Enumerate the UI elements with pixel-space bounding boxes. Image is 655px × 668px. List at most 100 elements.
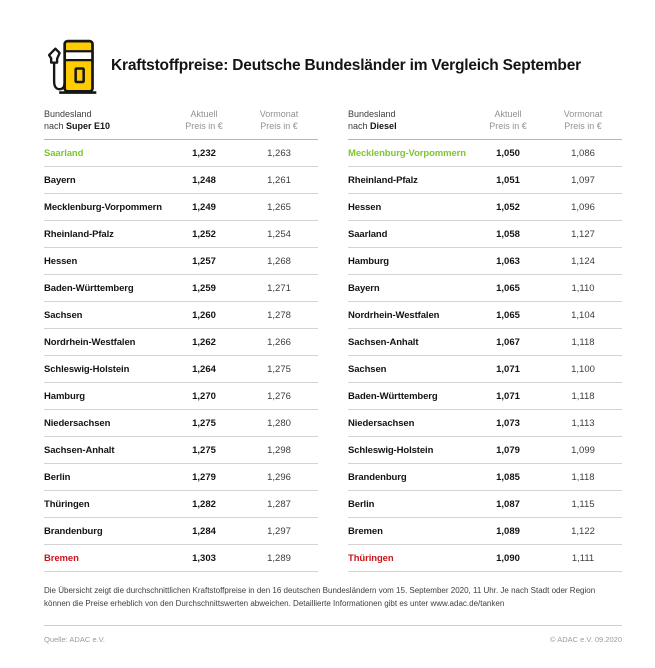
table-diesel: Bundesland nach Diesel Aktuell Preis in … <box>348 108 622 573</box>
state-name: Schleswig-Holstein <box>348 444 434 456</box>
table-row: Nordrhein-Westfalen 1,262 1,266 <box>44 329 318 357</box>
aktuell-price: 1,063 <box>496 255 520 267</box>
state-name: Hamburg <box>348 255 389 267</box>
state-name: Niedersachsen <box>44 417 111 429</box>
state-name: Rheinland-Pfalz <box>348 174 418 186</box>
table-body: Saarland 1,232 1,263 Bayern 1,248 1,261 Meckle… <box>44 140 318 573</box>
table-row: Sachsen 1,071 1,100 <box>348 356 622 384</box>
vormonat-price: 1,266 <box>267 336 291 348</box>
state-name: Hessen <box>44 255 78 267</box>
state-name: Bremen <box>44 552 79 564</box>
aktuell-price: 1,071 <box>496 363 520 375</box>
state-name: Baden-Württemberg <box>44 282 134 294</box>
vormonat-price: 1,096 <box>571 201 595 213</box>
vormonat-price: 1,276 <box>267 390 291 402</box>
table-row: Berlin 1,279 1,296 <box>44 464 318 492</box>
aktuell-price: 1,270 <box>192 390 216 402</box>
table-row: Bayern 1,248 1,261 <box>44 167 318 195</box>
state-name: Sachsen <box>44 309 83 321</box>
copyright-label: © ADAC e.V. 09.2020 <box>550 634 622 644</box>
col-header-vormonat: Vormonat Preis in € <box>259 109 299 132</box>
aktuell-price: 1,248 <box>192 174 216 186</box>
vormonat-price: 1,271 <box>267 282 291 294</box>
state-name: Nordrhein-Westfalen <box>44 336 136 348</box>
aktuell-price: 1,073 <box>496 417 520 429</box>
table-row: Rheinland-Pfalz 1,252 1,254 <box>44 221 318 249</box>
vormonat-price: 1,268 <box>267 255 291 267</box>
fuel-pump-icon <box>47 39 97 94</box>
state-name: Brandenburg <box>348 471 407 483</box>
table-row: Berlin 1,087 1,115 <box>348 491 622 519</box>
tables-container: Bundesland nach Super E10 Aktuell Preis … <box>44 108 622 573</box>
state-name: Bremen <box>348 525 383 537</box>
vormonat-price: 1,289 <box>267 552 291 564</box>
state-name: Baden-Württemberg <box>348 390 438 402</box>
aktuell-price: 1,303 <box>192 552 216 564</box>
aktuell-price: 1,058 <box>496 228 520 240</box>
col-header-aktuell: Aktuell Preis in € <box>489 109 527 132</box>
vormonat-price: 1,254 <box>267 228 291 240</box>
state-name: Rheinland-Pfalz <box>44 228 114 240</box>
aktuell-price: 1,090 <box>496 552 520 564</box>
col-header-bundesland: Bundesland nach Super E10 <box>44 109 111 132</box>
aktuell-price: 1,089 <box>496 525 520 537</box>
aktuell-price: 1,085 <box>496 471 520 483</box>
table-row: Niedersachsen 1,073 1,113 <box>348 410 622 438</box>
vormonat-price: 1,113 <box>571 417 595 429</box>
vormonat-price: 1,115 <box>571 498 595 510</box>
table-super-e10: Bundesland nach Super E10 Aktuell Preis … <box>44 108 318 573</box>
aktuell-price: 1,050 <box>496 147 520 159</box>
vormonat-price: 1,110 <box>571 282 595 294</box>
table-row: Saarland 1,058 1,127 <box>348 221 622 249</box>
state-name: Bayern <box>348 282 380 294</box>
vormonat-price: 1,118 <box>571 390 595 402</box>
vormonat-price: 1,280 <box>267 417 291 429</box>
state-name: Brandenburg <box>44 525 103 537</box>
aktuell-price: 1,259 <box>192 282 216 294</box>
state-name: Schleswig-Holstein <box>44 363 130 375</box>
aktuell-price: 1,067 <box>496 336 520 348</box>
vormonat-price: 1,124 <box>571 255 595 267</box>
aktuell-price: 1,079 <box>496 444 520 456</box>
vormonat-price: 1,287 <box>267 498 291 510</box>
vormonat-price: 1,099 <box>571 444 595 456</box>
table-row: Rheinland-Pfalz 1,051 1,097 <box>348 167 622 195</box>
table-header: Bundesland nach Super E10 Aktuell Preis … <box>44 108 318 141</box>
table-row: Brandenburg 1,085 1,118 <box>348 464 622 492</box>
vormonat-price: 1,263 <box>267 147 291 159</box>
table-row: Niedersachsen 1,275 1,280 <box>44 410 318 438</box>
table-row: Schleswig-Holstein 1,079 1,099 <box>348 437 622 465</box>
state-name: Sachsen-Anhalt <box>348 336 419 348</box>
aktuell-price: 1,260 <box>192 309 216 321</box>
fuel-type-label: Diesel <box>370 121 397 132</box>
table-row: Hessen 1,257 1,268 <box>44 248 318 276</box>
table-row: Bayern 1,065 1,110 <box>348 275 622 303</box>
table-row: Saarland 1,232 1,263 <box>44 140 318 168</box>
table-row: Baden-Württemberg 1,259 1,271 <box>44 275 318 303</box>
table-row: Baden-Württemberg 1,071 1,118 <box>348 383 622 411</box>
vormonat-price: 1,265 <box>267 201 291 213</box>
state-name: Saarland <box>348 228 388 240</box>
vormonat-price: 1,104 <box>571 309 595 321</box>
table-row: Nordrhein-Westfalen 1,065 1,104 <box>348 302 622 330</box>
table-row: Bremen 1,303 1,289 <box>44 545 318 573</box>
aktuell-price: 1,051 <box>496 174 520 186</box>
table-row: Bremen 1,089 1,122 <box>348 518 622 546</box>
page-title: Kraftstoffpreise: Deutsche Bundesländer … <box>111 57 581 74</box>
aktuell-price: 1,282 <box>192 498 216 510</box>
vormonat-price: 1,118 <box>571 336 595 348</box>
vormonat-price: 1,296 <box>267 471 291 483</box>
table-row: Sachsen-Anhalt 1,067 1,118 <box>348 329 622 357</box>
table-row: Hamburg 1,270 1,276 <box>44 383 318 411</box>
vormonat-price: 1,278 <box>267 309 291 321</box>
state-name: Thüringen <box>348 552 394 564</box>
table-row: Brandenburg 1,284 1,297 <box>44 518 318 546</box>
table-header: Bundesland nach Diesel Aktuell Preis in … <box>348 108 622 141</box>
aktuell-price: 1,275 <box>192 417 216 429</box>
footer-bar: Quelle: ADAC e.V. © ADAC e.V. 09.2020 <box>44 635 622 644</box>
aktuell-price: 1,275 <box>192 444 216 456</box>
aktuell-price: 1,284 <box>192 525 216 537</box>
table-body: Mecklenburg-Vorpommern 1,050 1,086 Rheinlan… <box>348 140 622 573</box>
vormonat-price: 1,275 <box>267 363 291 375</box>
state-name: Hessen <box>348 201 382 213</box>
